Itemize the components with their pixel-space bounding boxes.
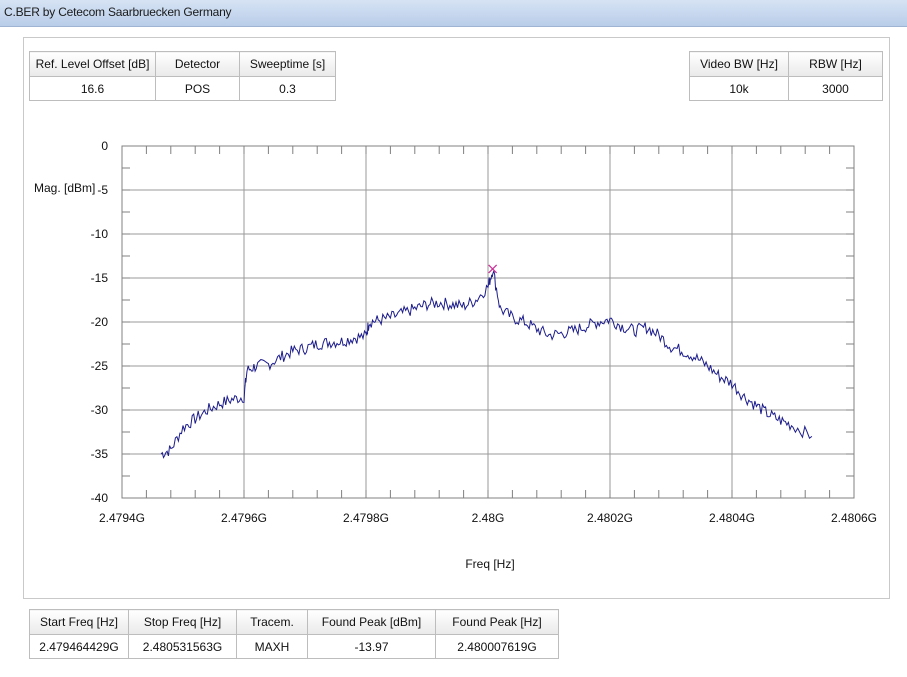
y-tick-label: -15 [91,271,109,285]
window-title: C.BER by Cetecom Saarbruecken Germany [4,5,232,19]
y-tick-label: -30 [91,403,109,417]
start-freq-header: Start Freq [Hz] [29,609,129,635]
y-tick-label: -20 [91,315,109,329]
x-tick-label: 2.4804G [709,511,755,525]
video-bw-header: Video BW [Hz] [689,51,789,77]
spectrum-trace-line [160,269,813,459]
settings-table-left: Ref. Level Offset [dB] Detector Sweeptim… [29,51,336,101]
y-tick-label: -10 [91,227,109,241]
rbw-header: RBW [Hz] [788,51,883,77]
x-tick-label: 2.4802G [587,511,633,525]
video-bw-value: 10k [689,76,789,101]
rbw-value: 3000 [788,76,883,101]
found-peak-hz-value: 2.480007619G [435,634,559,659]
y-tick-label: -5 [97,183,108,197]
x-tick-label: 2.48G [472,511,505,525]
settings-table-right: Video BW [Hz] RBW [Hz] 10k 3000 [689,51,883,101]
x-axis-label: Freq [Hz] [465,557,514,571]
found-peak-hz-header: Found Peak [Hz] [435,609,559,635]
x-tick-label: 2.4796G [221,511,267,525]
spectrum-chart: 0-5-10-15-20-25-30-35-40 2.4794G 2.4796G 2… [34,139,877,571]
found-peak-dbm-header: Found Peak [dBm] [307,609,436,635]
chart-ticks [121,145,855,499]
found-peak-dbm-value: -13.97 [307,634,436,659]
peak-marker [488,264,498,274]
sweeptime-value: 0.3 [239,76,336,101]
y-tick-label: 0 [101,139,108,153]
main-panel [23,37,890,599]
stop-freq-value: 2.480531563G [128,634,237,659]
y-axis-label: Mag. [dBm] [34,181,95,195]
ref-level-offset-value: 16.6 [29,76,156,101]
x-tick-label: 2.4806G [831,511,877,525]
x-tick-label: 2.4798G [343,511,389,525]
sweeptime-header: Sweeptime [s] [239,51,336,77]
peak-marker-stroke [488,264,498,274]
trace-mode-header: Tracem. [236,609,308,635]
x-tick-labels: 2.4794G 2.4796G 2.4798G 2.48G 2.4802G 2.4804G… [99,511,877,525]
start-freq-value: 2.479464429G [29,634,129,659]
title-bar: C.BER by Cetecom Saarbruecken Germany [0,0,907,27]
x-tick-label: 2.4794G [99,511,145,525]
y-tick-label: -25 [91,359,109,373]
chart-grid [121,145,855,499]
peak-results-table: Start Freq [Hz] Stop Freq [Hz] Tracem. F… [29,609,559,659]
stop-freq-header: Stop Freq [Hz] [128,609,237,635]
detector-value: POS [155,76,240,101]
ref-level-offset-header: Ref. Level Offset [dB] [29,51,156,77]
y-tick-labels: 0 -5 -10 -15 -20 -25 -30 -35 -40 [91,139,109,505]
y-tick-label: -35 [91,447,109,461]
trace-mode-value: MAXH [236,634,308,659]
detector-header: Detector [155,51,240,77]
y-tick-label: -40 [91,491,109,505]
